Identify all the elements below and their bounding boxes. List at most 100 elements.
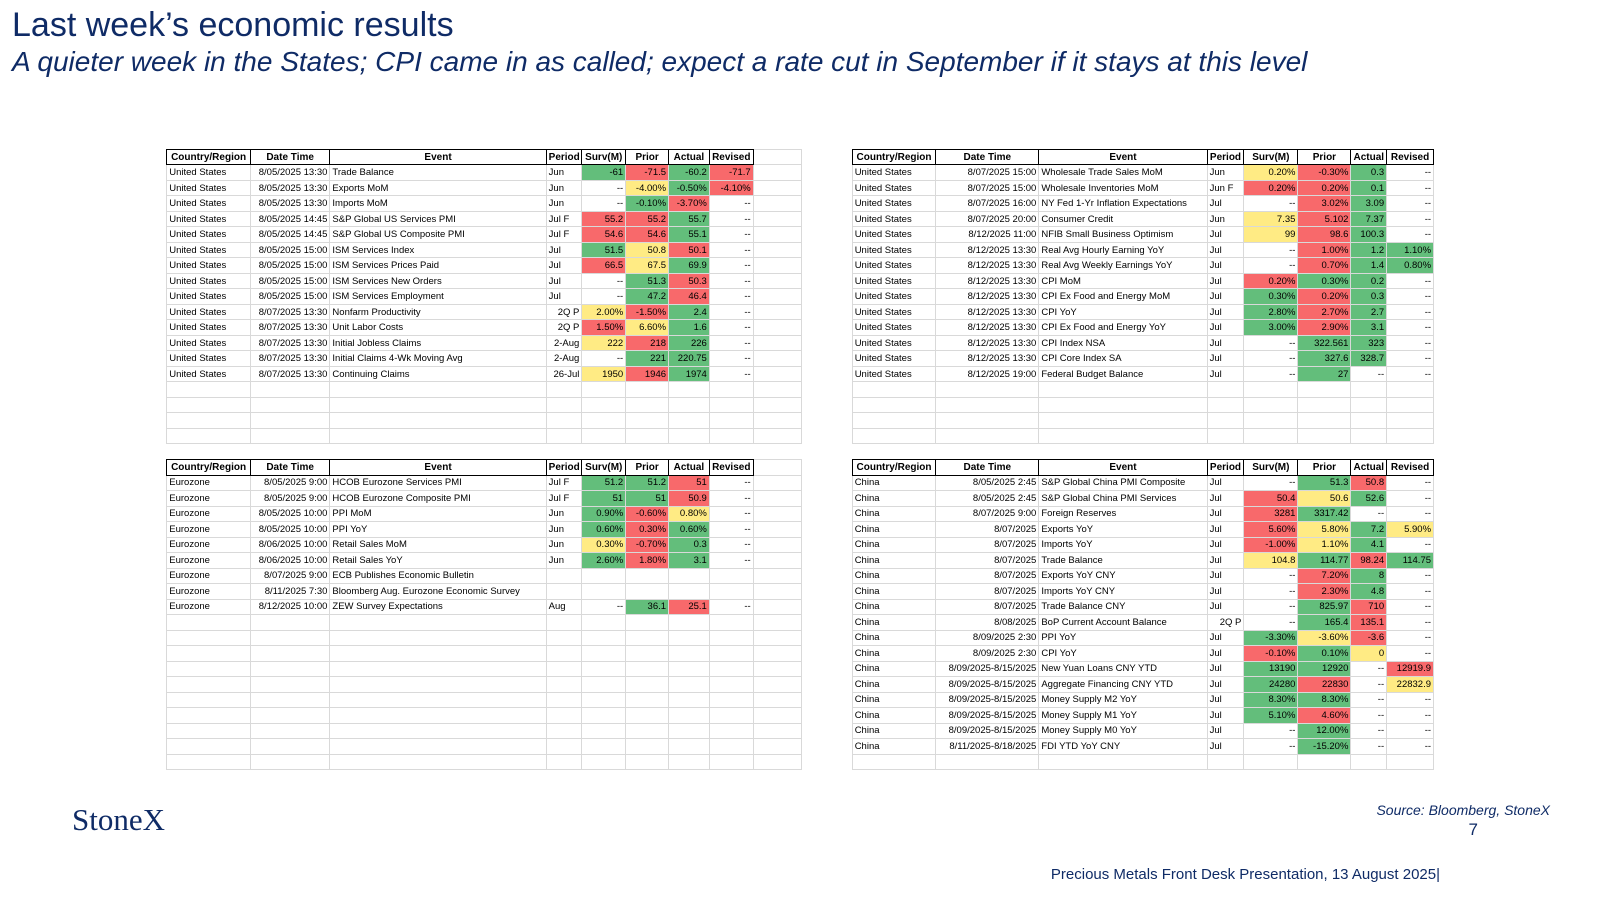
text-cell: Nonfarm Productivity: [329, 303, 547, 321]
value-cell: 50.6: [1297, 490, 1352, 507]
text-cell: United States: [851, 179, 937, 197]
text-cell: 8/07/2025 13:30: [249, 350, 331, 367]
value-cell: --: [1243, 195, 1299, 212]
value-cell: 1950: [581, 365, 627, 383]
value-cell: --: [708, 490, 754, 507]
column-header: Date Time: [935, 459, 1040, 476]
value-cell: [708, 567, 754, 584]
value-cell: -71.7: [708, 164, 754, 181]
column-header: Date Time: [935, 148, 1040, 166]
column-header: Period: [545, 148, 583, 166]
blank-cell: [1206, 396, 1245, 414]
value-cell: -3.60%: [1297, 629, 1352, 646]
value-cell: 100.3: [1350, 226, 1388, 243]
text-cell: Eurozone: [166, 598, 251, 615]
data-row: Eurozone 8/12/2025 10:00 ZEW Survey Expect…: [166, 598, 802, 615]
column-header: Revised: [708, 459, 754, 476]
value-cell: 51: [581, 490, 627, 507]
blank-cell: [545, 691, 583, 708]
blank-cell: [752, 583, 802, 600]
blank-cell: [935, 396, 1040, 414]
blank-cell: [625, 396, 670, 414]
text-cell: 8/07/2025 15:00: [935, 179, 1040, 197]
value-cell: 5.102: [1297, 210, 1352, 228]
text-cell: Exports MoM: [329, 179, 547, 197]
value-cell: --: [1243, 614, 1299, 631]
blank-cell: [545, 722, 583, 739]
value-cell: 51: [625, 490, 670, 507]
blank-cell: [752, 226, 802, 243]
value-cell: 67.5: [625, 257, 670, 274]
value-cell: 99: [1243, 226, 1299, 243]
data-row: China 8/07/2025 Exports YoY Jul 5.60% 5.80% 7.…: [851, 521, 1435, 538]
blank-cell: [708, 691, 754, 708]
text-cell: 2Q P: [1206, 614, 1245, 631]
blank-row: [166, 396, 802, 414]
text-cell: Jul: [1206, 645, 1245, 662]
text-cell: Consumer Credit: [1038, 210, 1208, 228]
text-cell: 2-Aug: [545, 350, 583, 367]
text-cell: United States: [851, 195, 937, 212]
blank-cell: [668, 614, 710, 631]
blank-cell: [625, 645, 670, 662]
header-row: Country/Region Date Time Event Period Surv(M…: [166, 148, 802, 166]
text-cell: Federal Budget Balance: [1038, 365, 1208, 383]
text-cell: Real Avg Weekly Earnings YoY: [1038, 257, 1208, 274]
value-cell: 46.4: [668, 288, 710, 305]
blank-cell: [668, 381, 710, 398]
blank-cell: [329, 707, 547, 724]
text-cell: United States: [851, 303, 937, 321]
value-cell: --: [708, 521, 754, 538]
text-cell: Eurozone: [166, 474, 251, 491]
data-row: United States 8/07/2025 15:00 Wholesale Tr…: [851, 164, 1435, 181]
column-header: Prior: [625, 148, 670, 166]
text-cell: NFIB Small Business Optimism: [1038, 226, 1208, 243]
value-cell: -3.6: [1350, 629, 1388, 646]
blank-cell: [668, 753, 710, 770]
data-table: Country/Region Date Time Event Period Surv(M…: [166, 148, 802, 445]
column-header: Revised: [708, 148, 754, 166]
value-cell: 8.30%: [1297, 691, 1352, 708]
value-cell: 222: [581, 334, 627, 352]
column-header: Actual: [1350, 148, 1388, 166]
column-header: Country/Region: [166, 459, 251, 476]
text-cell: Jul: [1206, 474, 1245, 491]
value-cell: 0.30%: [1297, 272, 1352, 290]
text-cell: United States: [166, 350, 251, 367]
data-row: Eurozone 8/05/2025 9:00 HCOB Eurozone Comp…: [166, 490, 802, 507]
value-cell: [625, 583, 670, 600]
value-cell: 0.80%: [668, 505, 710, 522]
value-cell: --: [708, 334, 754, 352]
blank-cell: [249, 738, 331, 755]
text-cell: China: [851, 583, 937, 600]
text-cell: 8/07/2025: [935, 521, 1040, 538]
text-cell: 8/07/2025 13:30: [249, 303, 331, 321]
value-cell: --: [708, 303, 754, 321]
value-cell: 51: [668, 474, 710, 491]
blank-cell: [752, 272, 802, 290]
text-cell: Jul: [545, 288, 583, 305]
text-cell: Jul: [1206, 738, 1245, 755]
text-cell: 8/09/2025-8/15/2025: [935, 660, 1040, 677]
blank-cell: [1206, 381, 1245, 398]
value-cell: 12919.9: [1386, 660, 1435, 677]
value-cell: 0.20%: [1243, 179, 1299, 197]
value-cell: -1.50%: [625, 303, 670, 321]
value-cell: --: [1386, 303, 1435, 321]
blank-cell: [935, 753, 1040, 770]
value-cell: 0.90%: [581, 505, 627, 522]
text-cell: Eurozone: [166, 567, 251, 584]
value-cell: 54.6: [625, 226, 670, 243]
text-cell: 8/07/2025: [935, 598, 1040, 615]
data-row: United States 8/05/2025 14:45 S&P Global U…: [166, 226, 802, 243]
text-cell: Eurozone: [166, 536, 251, 553]
value-cell: [668, 567, 710, 584]
blank-cell: [625, 691, 670, 708]
blank-cell: [329, 629, 547, 646]
data-row: China 8/09/2025-8/15/2025 Money Supply M2 …: [851, 691, 1435, 708]
blank-cell: [708, 396, 754, 414]
text-cell: China: [851, 490, 937, 507]
data-row: United States 8/07/2025 13:30 Unit Labor C…: [166, 319, 802, 336]
column-header: Surv(M): [1243, 148, 1299, 166]
